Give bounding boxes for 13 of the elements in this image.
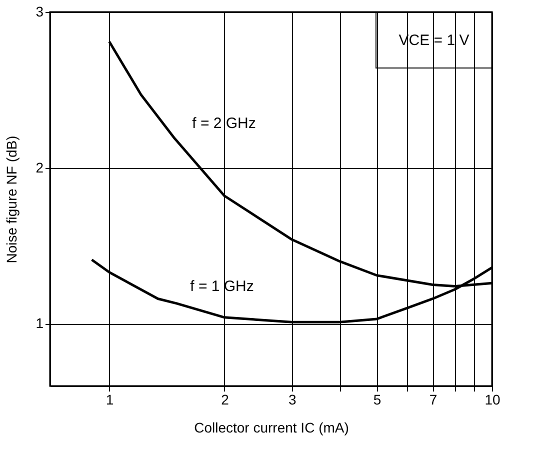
x-tick-label: 7 (429, 392, 438, 408)
y-tick-label: 1 (36, 315, 44, 332)
y-tick-label: 2 (36, 159, 44, 176)
x-tick-label: 3 (288, 392, 296, 408)
x-tick-label: 2 (221, 392, 230, 408)
y-tick-label: 3 (36, 4, 44, 20)
y-axis-title: Noise figure NF (dB) (4, 136, 20, 264)
x-tick-label: 5 (373, 392, 382, 408)
x-tick-label: 1 (106, 392, 114, 408)
x-axis-title: Collector current IC (mA) (194, 420, 349, 436)
x-tick-label: 10 (484, 392, 500, 408)
series-label: f = 1 GHz (190, 278, 254, 295)
series-label: f = 2 GHz (192, 115, 256, 132)
